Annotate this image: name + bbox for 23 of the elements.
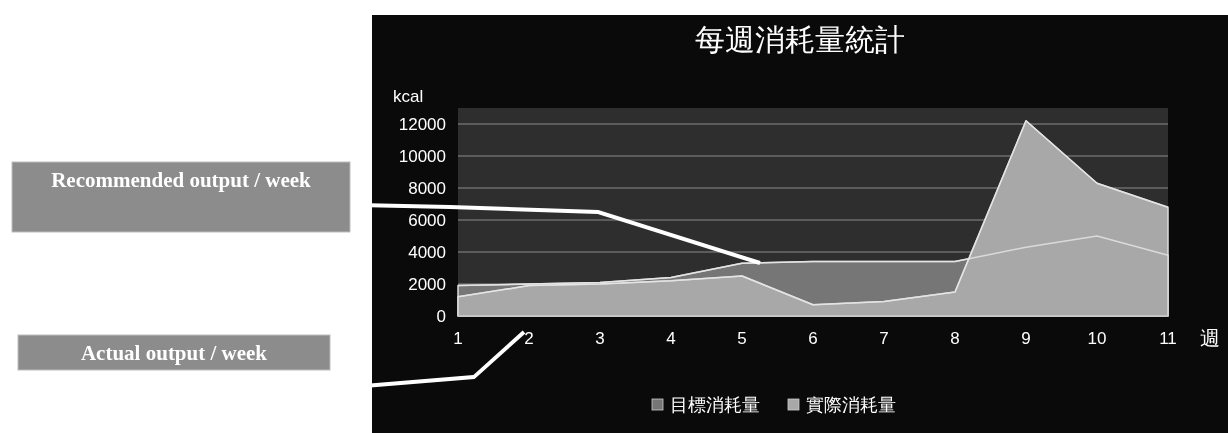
- x-tick-label: 8: [950, 329, 960, 348]
- x-axis-title: 週: [1200, 327, 1220, 349]
- y-tick-label: 4000: [408, 243, 446, 262]
- x-tick-label: 10: [1087, 329, 1107, 348]
- y-tick-label: 8000: [408, 179, 446, 198]
- x-tick-label: 4: [666, 329, 676, 348]
- x-tick-label: 6: [808, 329, 818, 348]
- y-tick-label: 10000: [398, 147, 446, 166]
- x-tick-label: 9: [1021, 329, 1031, 348]
- x-tick-label: 7: [879, 329, 889, 348]
- y-tick-label: 6000: [408, 211, 446, 230]
- x-tick-label: 1: [453, 329, 463, 348]
- x-tick-label: 5: [737, 329, 747, 348]
- x-tick-label: 11: [1159, 329, 1177, 348]
- y-tick-label: 2000: [408, 275, 446, 294]
- y-tick-label: 12000: [398, 115, 446, 134]
- x-tick-label: 3: [595, 329, 605, 348]
- y-tick-label: 0: [436, 307, 446, 326]
- legend-label: 實際消耗量: [806, 395, 896, 415]
- legend-label: 目標消耗量: [670, 395, 760, 415]
- x-tick-label: 2: [524, 329, 534, 348]
- chart-title: 每週消耗量統計: [695, 23, 905, 56]
- y-axis-title: kcal: [393, 87, 424, 106]
